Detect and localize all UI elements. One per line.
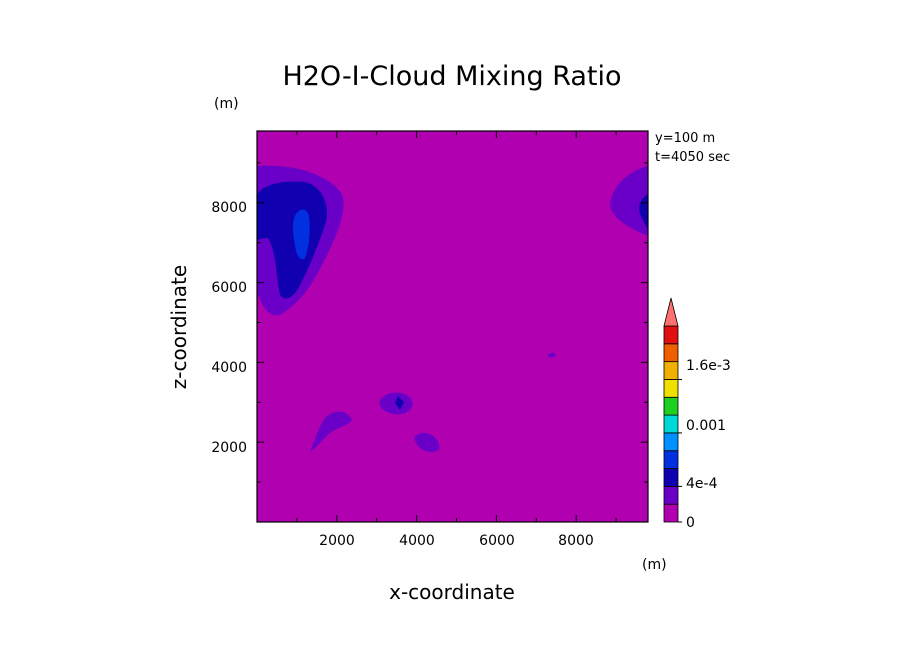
colorbar-tick-label: 4e-4	[686, 476, 718, 492]
x-axis-unit: (m)	[642, 557, 667, 573]
annotation-y: y=100 m	[655, 131, 715, 146]
colorbar-tick-label: 1.6e-3	[686, 358, 731, 374]
y-tick-label: 8000	[211, 200, 247, 216]
colorbar-segment	[663, 396, 679, 416]
colorbar-segment	[663, 343, 679, 363]
colorbar-segment	[663, 432, 679, 452]
contour-band	[395, 396, 404, 410]
contour-band	[292, 209, 310, 260]
contour-band	[257, 181, 328, 299]
y-tick-label: 4000	[211, 360, 247, 376]
annotation-t: t=4050 sec	[655, 150, 730, 165]
y-tick-label: 2000	[211, 440, 247, 456]
plot-area	[257, 131, 648, 522]
x-tick-label: 4000	[399, 533, 435, 549]
chart-title: H2O-I-Cloud Mixing Ratio	[282, 61, 621, 92]
colorbar-segment	[663, 414, 679, 434]
x-axis-label: x-coordinate	[389, 580, 515, 604]
y-axis-unit: (m)	[214, 96, 239, 112]
x-tick-label: 8000	[558, 533, 594, 549]
contour-band	[414, 432, 440, 452]
colorbar-extend-triangle	[663, 297, 679, 327]
x-axis-ticks	[296, 131, 617, 522]
y-axis-label: z-coordinate	[167, 265, 191, 389]
contour-band	[547, 352, 556, 358]
colorbar-segment	[663, 379, 679, 398]
y-axis-ticks	[257, 162, 648, 483]
colorbar-tick-label: 0	[686, 515, 695, 531]
colorbar-segment	[663, 485, 679, 505]
x-tick-label: 6000	[479, 533, 515, 549]
colorbar-segment	[663, 361, 679, 380]
colorbar	[663, 297, 682, 523]
colorbar-segment	[663, 468, 679, 487]
colorbar-segment	[663, 450, 679, 469]
contour-band	[310, 411, 352, 452]
colorbar-segment	[663, 503, 679, 523]
y-tick-label: 6000	[211, 280, 247, 296]
colorbar-tick-label: 0.001	[686, 418, 726, 434]
x-tick-label: 2000	[319, 533, 355, 549]
contour-band	[610, 166, 648, 236]
colorbar-segment	[663, 325, 679, 345]
plot-frame	[256, 130, 649, 523]
